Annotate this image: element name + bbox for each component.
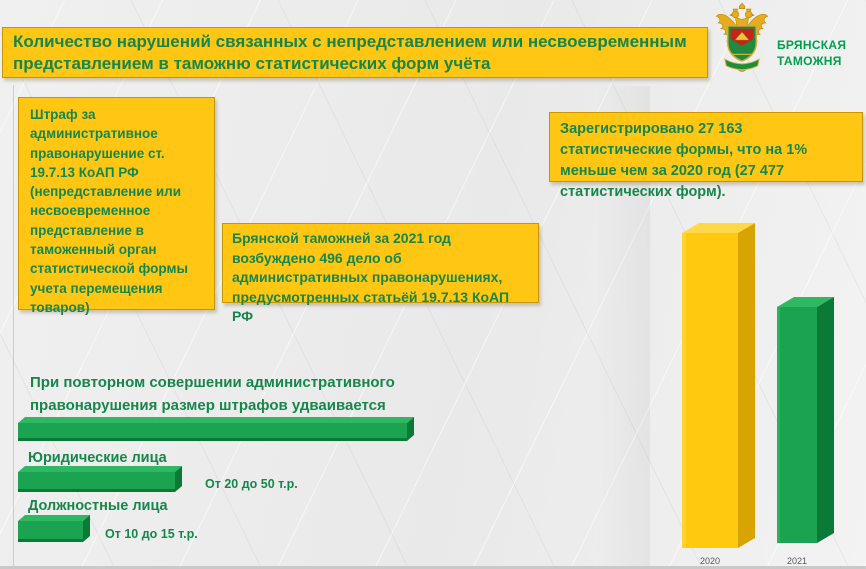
info-box-penalty: Штраф за административное правонарушение… <box>18 97 215 315</box>
legal-entities-bar <box>18 466 182 492</box>
legal-entities-fine-range: От 20 до 50 т.р. <box>205 477 298 491</box>
penalty-text: Штраф за административное правонарушение… <box>30 107 188 315</box>
registered-forms-text: Зарегистрировано 27 163 статистические ф… <box>560 121 808 200</box>
info-box-registered-forms: Зарегистрировано 27 163 статистические ф… <box>549 112 863 200</box>
customs-name-line1: БРЯНСКАЯ <box>777 38 847 52</box>
column-2020 <box>682 223 755 548</box>
column-2021 <box>777 297 834 543</box>
repeat-offense-note: При повторном совершении административно… <box>30 374 395 414</box>
officials-bar <box>18 515 90 542</box>
slide-title-banner: Количество нарушений связанных с непредс… <box>2 27 708 78</box>
slide-title: Количество нарушений связанных с непредс… <box>13 32 687 74</box>
x-axis-label-2020: 2020 <box>700 556 720 566</box>
year-comparison-column-chart: 2020 2021 <box>682 223 834 566</box>
cases-2021-text: Брянской таможней за 2021 год возбуждено… <box>232 230 510 324</box>
x-axis-label-2021: 2021 <box>787 556 807 566</box>
info-box-cases-2021: Брянской таможней за 2021 год возбуждено… <box>222 223 539 324</box>
customs-name-line2: ТАМОЖНЯ <box>777 54 842 69</box>
legal-entities-label: Юридические лица <box>28 450 167 466</box>
officials-label: Должностные лица <box>28 498 168 514</box>
officials-fine-range: От 10 до 15 т.р. <box>105 527 198 541</box>
customs-eagle-emblem-icon <box>715 2 769 72</box>
doubled-fine-bar <box>18 417 414 441</box>
customs-name: БРЯНСКАЯ ТАМОЖНЯ <box>777 37 846 69</box>
background-vertical-line <box>13 85 14 566</box>
